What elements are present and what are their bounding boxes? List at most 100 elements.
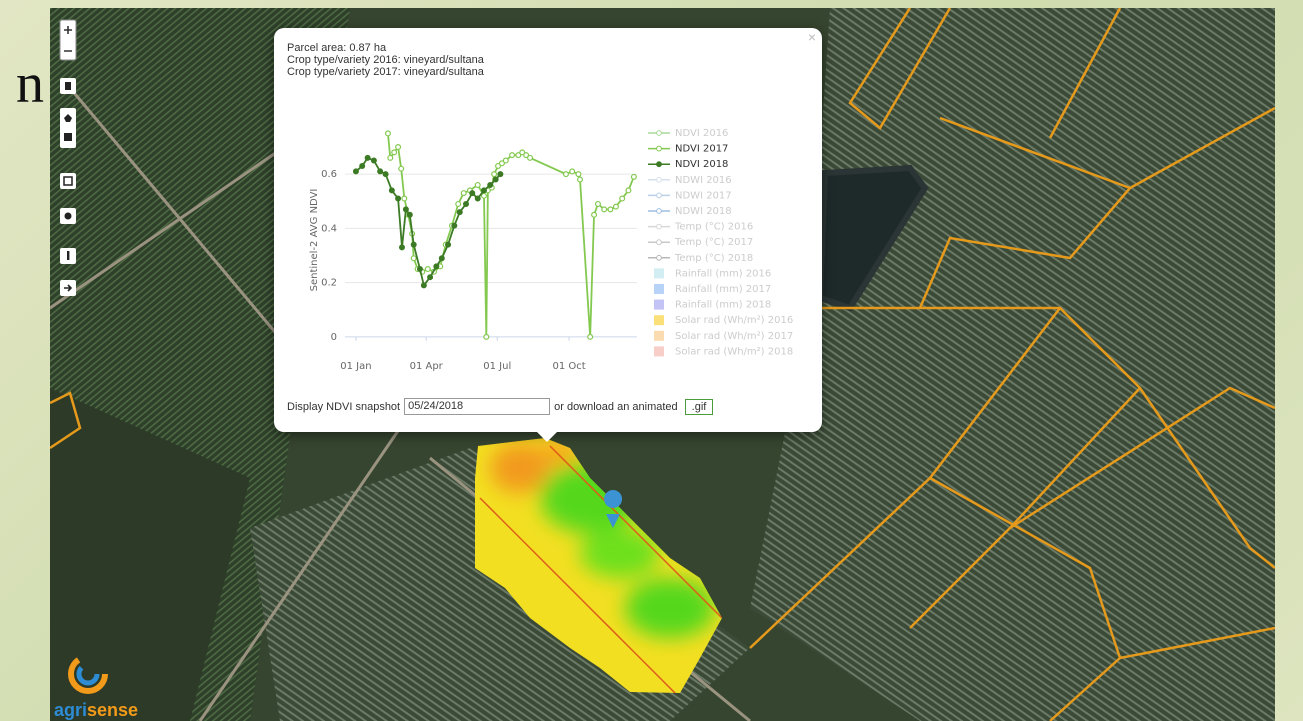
- series-point: [492, 172, 497, 177]
- series-point: [434, 264, 439, 269]
- series-point: [498, 172, 503, 177]
- legend-label: NDWI 2016: [675, 175, 732, 186]
- series-point: [528, 155, 533, 160]
- series-point: [457, 210, 462, 215]
- series-point: [378, 169, 383, 174]
- gif-button[interactable]: .gif: [685, 399, 714, 415]
- series-point: [371, 158, 376, 163]
- series-point: [365, 155, 370, 160]
- series-point: [488, 183, 493, 188]
- series-point: [596, 202, 601, 207]
- legend-label: Temp (°C) 2018: [674, 253, 753, 264]
- series-point: [475, 196, 480, 201]
- legend-marker: [657, 193, 662, 198]
- series-point: [428, 275, 433, 280]
- legend-label: Rainfall (mm) 2016: [675, 268, 771, 279]
- x-tick-label: 01 Apr: [410, 361, 444, 372]
- legend-label: Solar rad (Wh/m²) 2018: [675, 346, 793, 357]
- y-tick-label: 0.4: [321, 223, 337, 234]
- download-label: or download an animated: [554, 401, 678, 413]
- legend-label: NDVI 2018: [675, 159, 728, 170]
- series-point: [608, 207, 613, 212]
- series-point: [461, 191, 466, 196]
- legend-marker: [657, 131, 662, 136]
- series-point: [411, 242, 416, 247]
- series-point: [578, 177, 583, 182]
- y-tick-label: 0.2: [321, 278, 337, 289]
- series-point: [402, 196, 407, 201]
- series-point: [411, 256, 416, 261]
- y-tick-label: 0.6: [321, 169, 337, 180]
- series-point: [475, 183, 480, 188]
- slide-text: n: [16, 52, 44, 116]
- series-point: [484, 334, 489, 339]
- series-point: [482, 188, 487, 193]
- series-point: [399, 166, 404, 171]
- series-point: [446, 242, 451, 247]
- x-tick-label: 01 Oct: [552, 361, 585, 372]
- series-point: [386, 131, 391, 136]
- series-point: [392, 150, 397, 155]
- logo-text-1: agri: [54, 700, 87, 720]
- legend-marker: [657, 177, 662, 182]
- series-point: [396, 196, 401, 201]
- series-point: [403, 207, 408, 212]
- series-point: [510, 153, 515, 158]
- series-point: [388, 155, 393, 160]
- series-point: [614, 204, 619, 209]
- series-point: [456, 202, 461, 207]
- legend-label: NDWI 2018: [675, 206, 732, 217]
- legend-label: Rainfall (mm) 2017: [675, 284, 771, 295]
- y-tick-label: 0: [331, 332, 337, 343]
- logo-text-2: sense: [87, 700, 138, 720]
- legend-label: NDWI 2017: [675, 190, 732, 201]
- series-point: [503, 158, 508, 163]
- legend-swatch: [654, 284, 664, 294]
- series-point: [407, 212, 412, 217]
- legend-marker: [657, 146, 662, 151]
- series-point: [588, 334, 593, 339]
- snapshot-label: Display NDVI snapshot: [287, 401, 400, 413]
- series-point: [396, 145, 401, 150]
- series-point: [470, 191, 475, 196]
- series-point: [631, 174, 636, 179]
- legend-swatch: [654, 300, 664, 310]
- series-point: [425, 267, 430, 272]
- legend-marker: [657, 162, 662, 167]
- series-point: [464, 202, 469, 207]
- page: n: [0, 0, 1303, 721]
- series-point: [570, 169, 575, 174]
- series-point: [602, 207, 607, 212]
- x-tick-label: 01 Jul: [483, 361, 511, 372]
- series-point: [576, 172, 581, 177]
- legend-label: Temp (°C) 2017: [674, 237, 753, 248]
- series-point: [354, 169, 359, 174]
- series-point: [421, 283, 426, 288]
- legend-swatch: [654, 346, 664, 356]
- series-point: [482, 193, 487, 198]
- parcel-popup: × Parcel area: 0.87 ha Crop type/variety…: [274, 28, 822, 432]
- legend-swatch: [654, 315, 664, 325]
- legend-swatch: [654, 268, 664, 278]
- series-point: [620, 196, 625, 201]
- legend-label: Temp (°C) 2016: [674, 222, 753, 233]
- series-point: [493, 177, 498, 182]
- snapshot-row: Display NDVI snapshot 05/24/2018 or down…: [287, 398, 713, 415]
- legend-marker: [657, 255, 662, 260]
- series-point: [626, 188, 631, 193]
- date-input[interactable]: 05/24/2018: [404, 398, 550, 415]
- legend-label: Solar rad (Wh/m²) 2016: [675, 315, 793, 326]
- series-point: [383, 172, 388, 177]
- series-point: [439, 256, 444, 261]
- series-point: [592, 212, 597, 217]
- logo: agrisense: [54, 650, 154, 721]
- legend-label: Rainfall (mm) 2018: [675, 300, 771, 311]
- legend-label: NDVI 2016: [675, 128, 728, 139]
- popup-tail: [537, 432, 557, 442]
- legend-marker: [657, 240, 662, 245]
- series-point: [564, 172, 569, 177]
- svg-text:agrisense: agrisense: [54, 700, 138, 720]
- series-point: [452, 223, 457, 228]
- legend-marker: [657, 224, 662, 229]
